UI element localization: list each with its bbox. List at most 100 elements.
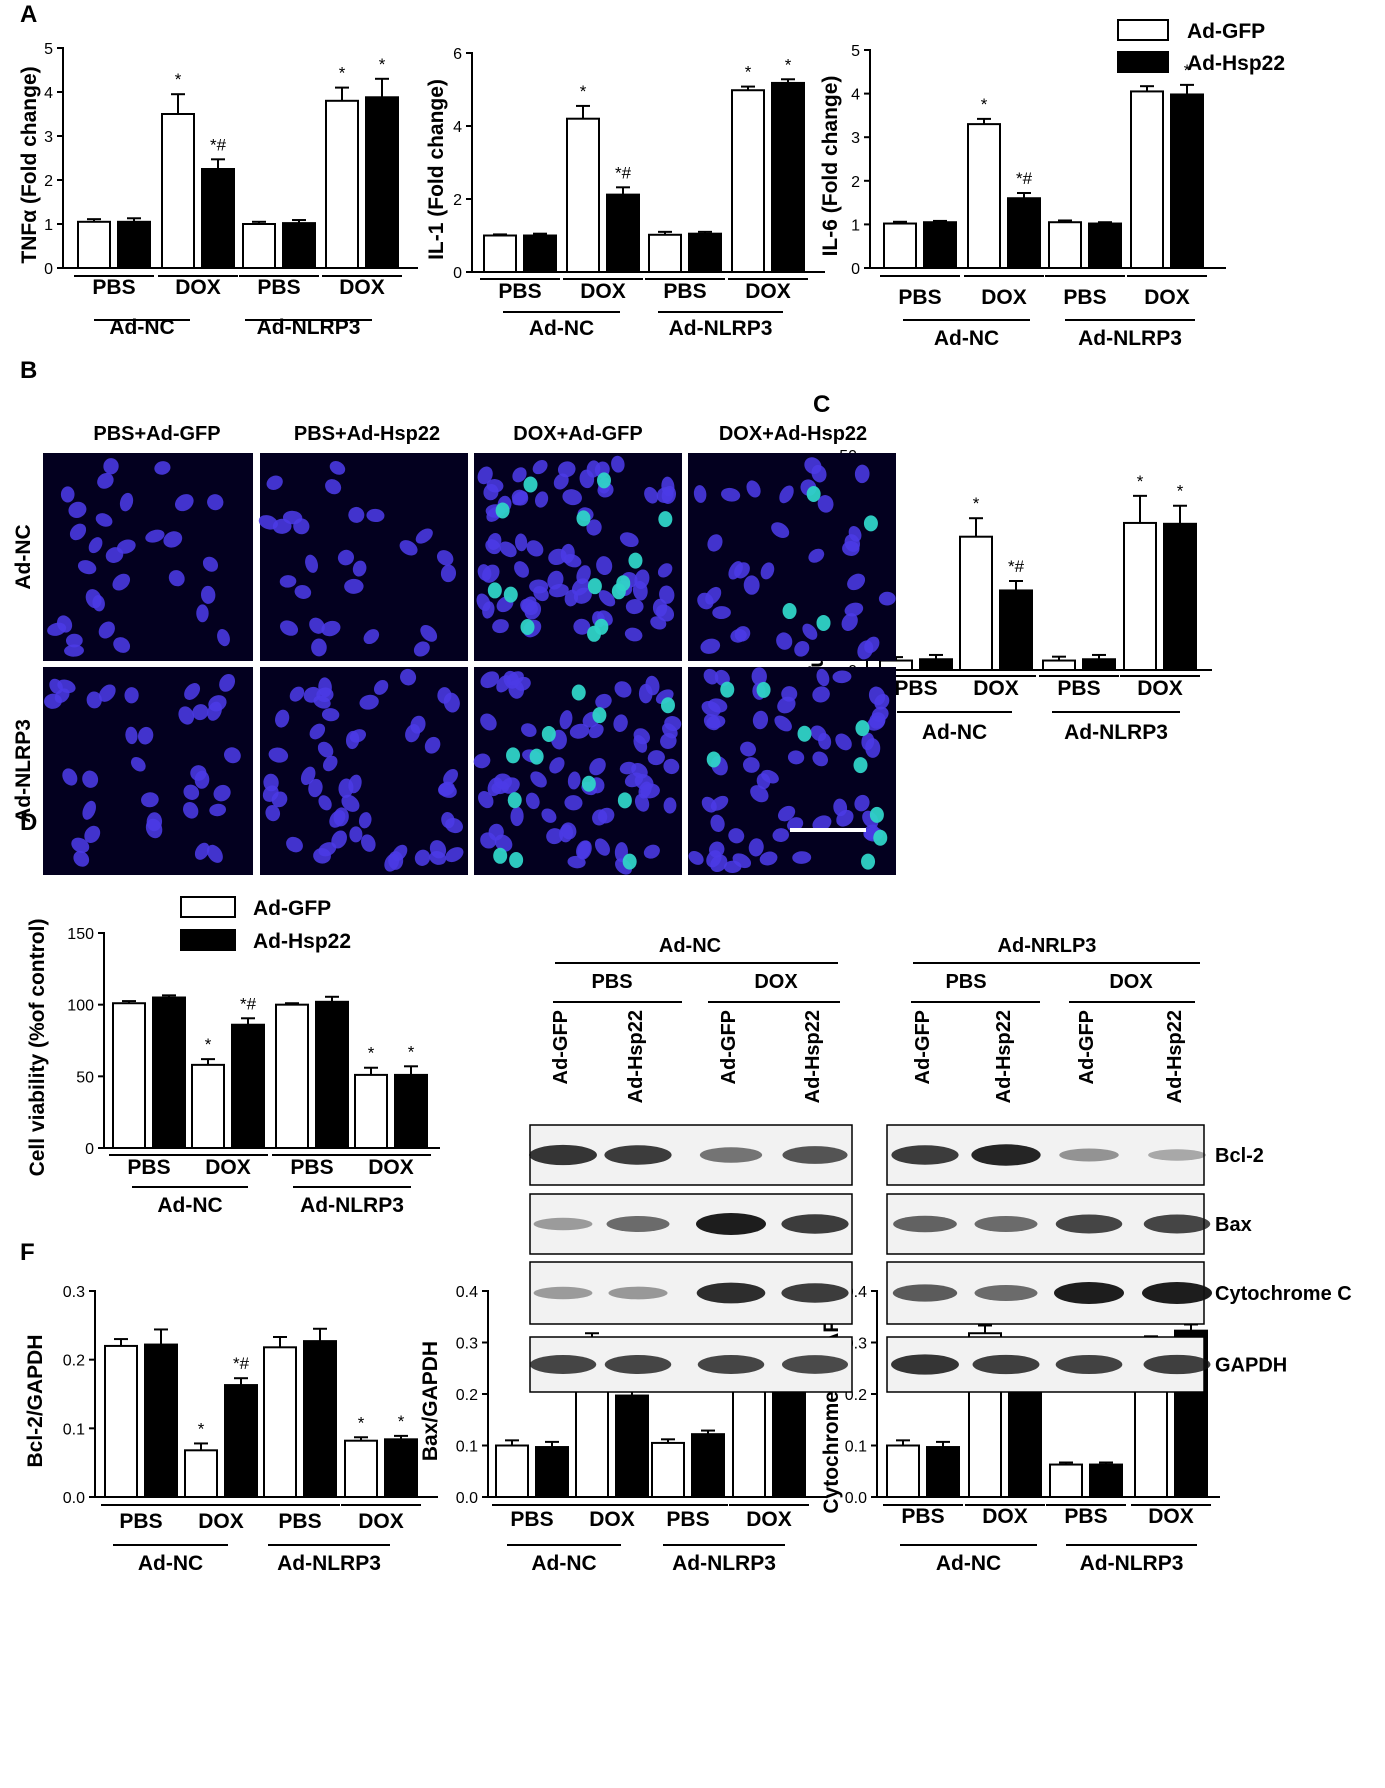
bar: [1049, 1463, 1083, 1499]
nucleus: [361, 834, 376, 852]
significance-mark: *: [175, 70, 182, 89]
nucleus: [633, 728, 650, 745]
significance-mark: *#: [210, 135, 227, 154]
bar: [1163, 522, 1197, 671]
condition-label: DOX: [175, 276, 221, 299]
blot-band: [608, 1286, 668, 1300]
nucleus: [569, 723, 590, 739]
condition-label: DOX: [973, 677, 1019, 700]
nucleus: [373, 680, 389, 695]
nucleus: [174, 494, 194, 512]
nucleus: [650, 616, 667, 630]
nucleus: [703, 713, 721, 731]
tunel-positive-nucleus: [622, 853, 637, 870]
blot-band: [782, 1146, 848, 1164]
nucleus: [700, 638, 721, 654]
nucleus: [854, 464, 870, 484]
nucleus: [86, 691, 102, 709]
condition-label: DOX: [746, 1508, 792, 1531]
significance-mark: *: [973, 494, 980, 513]
bar: [201, 168, 235, 269]
condition-label: PBS: [119, 1510, 162, 1533]
bar: [117, 220, 151, 270]
micrograph-row-label: Ad-NLRP3: [12, 719, 35, 823]
blot-band: [699, 1147, 763, 1163]
tunel-positive-nucleus: [855, 720, 870, 737]
blot-band: [891, 1145, 959, 1165]
nucleus: [521, 723, 537, 737]
nucleus: [501, 777, 520, 794]
condition-label: DOX: [580, 280, 626, 303]
nucleus: [701, 796, 717, 813]
nucleus: [223, 747, 241, 764]
nucleus: [163, 531, 183, 548]
significance-mark: *: [745, 63, 752, 82]
micrograph-tile: [474, 453, 682, 661]
lane-label: Ad-GFP: [550, 1010, 572, 1084]
group-label: Ad-NLRP3: [1064, 721, 1168, 744]
nucleus: [217, 628, 230, 647]
condition-label: PBS: [1063, 286, 1106, 309]
nucleus: [647, 750, 665, 766]
nucleus: [309, 617, 325, 634]
nucleus: [77, 560, 97, 575]
y-tick-label: 0.3: [456, 1336, 478, 1353]
bar: [394, 1073, 428, 1150]
nucleus: [429, 851, 447, 865]
significance-mark: *: [785, 55, 792, 74]
nucleus: [112, 573, 131, 591]
nucleus: [317, 741, 334, 758]
legend-label-ad-gfp: Ad-GFP: [1187, 20, 1265, 43]
condition-label: PBS: [278, 1510, 321, 1533]
bar: [152, 996, 186, 1149]
tunel-positive-nucleus: [658, 511, 673, 528]
blot-band: [781, 1355, 849, 1374]
bar: [1048, 221, 1082, 269]
bar: [886, 1444, 920, 1498]
nucleus: [812, 815, 832, 832]
nucleus: [92, 595, 105, 612]
nucleus: [321, 620, 341, 637]
nucleus: [656, 487, 674, 503]
panel-letter-b: B: [20, 357, 37, 384]
condition-label: PBS: [666, 1508, 709, 1531]
nucleus: [817, 495, 834, 513]
nucleus: [322, 755, 338, 772]
tunel-positive-nucleus: [782, 603, 797, 620]
bar: [535, 1446, 569, 1499]
nucleus: [207, 494, 224, 511]
western-block-header: Ad-NC: [659, 935, 721, 957]
legend-label-ad-hsp22: Ad-Hsp22: [1187, 52, 1285, 75]
y-tick-label: 3: [44, 129, 53, 146]
bar: [275, 1003, 309, 1150]
nucleus: [511, 489, 529, 506]
nucleus: [868, 686, 886, 706]
blot-band: [533, 1217, 593, 1231]
nucleus: [213, 784, 231, 802]
nucleus: [103, 458, 119, 475]
nucleus: [567, 771, 581, 790]
blot-band: [606, 1216, 670, 1232]
group-label: Ad-NC: [936, 1552, 1001, 1575]
nucleus: [812, 686, 830, 703]
nucleus: [487, 532, 502, 550]
tunel-positive-nucleus: [863, 515, 878, 532]
nucleus: [482, 564, 500, 583]
blot-band: [781, 1214, 849, 1234]
nucleus: [586, 519, 602, 536]
nucleus: [723, 860, 742, 873]
nucleus: [194, 842, 210, 860]
group-label: Ad-NC: [934, 327, 999, 350]
tunel-positive-nucleus: [594, 618, 609, 635]
y-tick-label: 0: [453, 265, 462, 282]
nucleus: [82, 800, 96, 820]
bar: [77, 220, 111, 270]
western-condition-label: DOX: [1109, 971, 1153, 993]
nucleus: [316, 687, 334, 703]
bar: [224, 1384, 258, 1499]
nucleus: [206, 844, 223, 863]
nucleus: [480, 713, 497, 731]
condition-label: DOX: [982, 1505, 1028, 1528]
blot-band: [1054, 1282, 1124, 1304]
